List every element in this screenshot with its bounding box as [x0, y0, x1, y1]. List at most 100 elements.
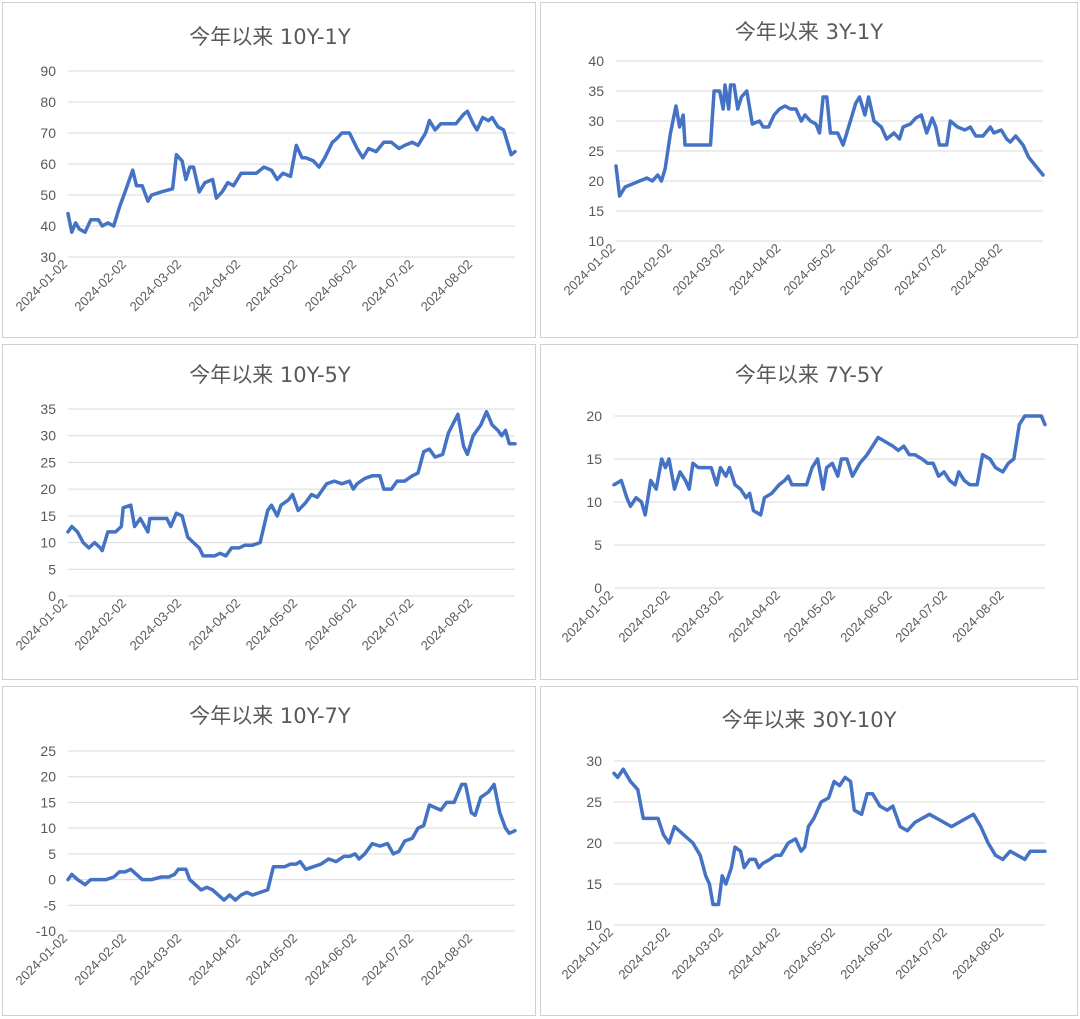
chart-svg: 今年以来 3Y-1Y101520253035402024-01-022024-0…	[560, 20, 1045, 299]
y-tick-label: 0	[48, 872, 56, 888]
x-tick-label: 2024-07-02	[892, 925, 950, 983]
chart-panel-7y-5y: 今年以来 7Y-5Y 0 5 10 15 20 2024-01-02 2024-02-02 20…	[540, 344, 1078, 680]
y-tick-label: 25	[40, 743, 56, 759]
x-tick-label: 2024-04-02	[186, 931, 244, 989]
x-tick-label: 2024-05-02	[780, 588, 838, 646]
x-tick-label: 2024-05-02	[243, 596, 301, 654]
chart-title: 今年以来 3Y-1Y	[735, 20, 883, 44]
x-tick-label: 2024-05-02	[243, 257, 301, 315]
chart-panel-10y-1y: 今年以来 10Y-1Y 30 40 50 60 70 80 90 2024-01-02 2024-…	[2, 2, 536, 338]
y-tick-label: 5	[594, 537, 602, 553]
chart-svg: 今年以来 30Y-10Y 10 15 20 25 30 2024-01-02 2024-02-…	[558, 708, 1047, 983]
chart-title: 今年以来 10Y-1Y	[189, 25, 351, 49]
x-tick-label: 2024-07-02	[892, 588, 950, 646]
y-tick-label: 10	[40, 820, 56, 836]
x-tick-label: 2024-04-02	[725, 925, 783, 983]
x-tick-label: 2024-02-02	[71, 931, 129, 989]
x-tick-label: 2024-06-02	[302, 931, 360, 989]
y-tick-label: 35	[588, 83, 604, 99]
chart-panel-10y-7y: 今年以来 10Y-7Y -10 -5 0 5 10 15 20 25 2024-01-02 2024…	[2, 686, 536, 1016]
x-tick-label: 2024-03-02	[127, 596, 185, 654]
x-tick-label: 2024-06-02	[302, 596, 360, 654]
x-tick-label: 2024-01-02	[558, 925, 616, 983]
x-tick-label: 2024-01-02	[12, 596, 70, 654]
series-line	[66, 782, 517, 902]
x-tick-label: 2024-02-02	[71, 596, 129, 654]
x-tick-label: 2024-08-02	[949, 588, 1007, 646]
x-tick-label: 2024-03-02	[669, 925, 727, 983]
series-line	[612, 767, 1047, 907]
y-tick-label: 20	[40, 769, 56, 785]
y-tick-label: 25	[40, 454, 56, 470]
x-tick-label: 2024-01-02	[558, 588, 616, 646]
chart-title: 今年以来 30Y-10Y	[722, 708, 897, 732]
series-line	[66, 409, 517, 558]
x-tick-label: 2024-04-02	[725, 588, 783, 646]
y-tick-label: 0	[48, 588, 56, 604]
y-tick-label: 10	[586, 494, 602, 510]
chart-title: 今年以来 7Y-5Y	[735, 363, 883, 387]
chart-panel-10y-5y: 今年以来 10Y-5Y 0 5 10 15 20 25 30 35 2024-01-02 2024-…	[2, 344, 536, 680]
chart-panel-3y-1y: 今年以来 3Y-1Y 10 15 20 25 30 35 40 2024-01-02 2024-0…	[540, 2, 1078, 338]
y-tick-label: 20	[40, 481, 56, 497]
chart-title: 今年以来 10Y-5Y	[189, 363, 351, 387]
x-tick-label: 2024-01-02	[12, 257, 70, 315]
y-tick-label: 35	[40, 401, 56, 417]
x-tick-label: 2024-02-02	[615, 925, 673, 983]
x-tick-label: 2024-06-02	[302, 257, 360, 315]
y-tick-label: 5	[48, 561, 56, 577]
y-tick-label: 20	[586, 835, 602, 851]
series-line	[612, 414, 1047, 517]
x-tick-label: 2024-06-02	[837, 925, 895, 983]
x-tick-label: 2024-07-02	[359, 596, 417, 654]
x-tick-label: 2024-04-02	[726, 241, 784, 299]
y-tick-label: 15	[40, 794, 56, 810]
chart-title: 今年以来 10Y-7Y	[189, 704, 351, 728]
series-line	[614, 83, 1045, 198]
x-tick-label: 2024-05-02	[780, 241, 838, 299]
x-tick-label: 2024-05-02	[780, 925, 838, 983]
y-tick-label: 25	[586, 794, 602, 810]
y-tick-label: 40	[588, 53, 604, 69]
y-tick-label: 80	[40, 94, 56, 110]
y-tick-label: 40	[40, 218, 56, 234]
x-tick-label: 2024-06-02	[837, 241, 895, 299]
y-tick-label: 10	[586, 917, 602, 933]
x-tick-label: 2024-08-02	[418, 596, 476, 654]
x-tick-label: 2024-08-02	[418, 931, 476, 989]
y-tick-label: 10	[40, 535, 56, 551]
x-tick-label: 2024-06-02	[837, 588, 895, 646]
x-tick-label: 2024-02-02	[615, 588, 673, 646]
x-tick-label: 2024-03-02	[669, 588, 727, 646]
series-line	[66, 109, 517, 234]
y-tick-label: 15	[586, 451, 602, 467]
y-tick-label: 70	[40, 125, 56, 141]
x-tick-label: 2024-08-02	[418, 257, 476, 315]
y-tick-label: 10	[588, 233, 604, 249]
y-tick-label: 30	[40, 428, 56, 444]
y-tick-label: 30	[588, 113, 604, 129]
x-tick-label: 2024-03-02	[127, 257, 185, 315]
y-tick-label: -10	[36, 923, 56, 939]
x-tick-label: 2024-01-02	[12, 931, 70, 989]
y-tick-label: 5	[48, 846, 56, 862]
x-tick-label: 2024-04-02	[186, 257, 244, 315]
x-tick-label: 2024-05-02	[243, 931, 301, 989]
y-tick-label: 50	[40, 187, 56, 203]
y-tick-label: 90	[40, 63, 56, 79]
x-tick-label: 2024-01-02	[560, 241, 618, 299]
x-tick-label: 2024-08-02	[948, 241, 1006, 299]
y-tick-label: 15	[588, 203, 604, 219]
chart-panel-30y-10y: 今年以来 30Y-10Y 10 15 20 25 30 2024-01-02 2024-02-…	[540, 686, 1078, 1016]
x-tick-label: 2024-07-02	[891, 241, 949, 299]
x-tick-label: 2024-07-02	[359, 257, 417, 315]
y-tick-label: 30	[40, 249, 56, 265]
y-tick-label: 20	[588, 173, 604, 189]
x-tick-label: 2024-07-02	[359, 931, 417, 989]
x-tick-label: 2024-03-02	[670, 241, 728, 299]
x-tick-label: 2024-02-02	[71, 257, 129, 315]
y-tick-label: 15	[586, 876, 602, 892]
